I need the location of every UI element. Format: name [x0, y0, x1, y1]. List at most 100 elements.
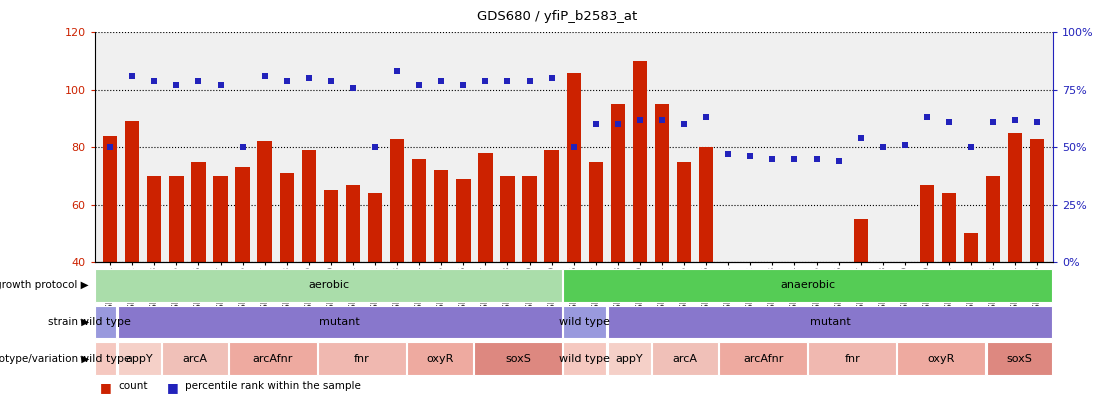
- Point: [565, 144, 583, 150]
- Bar: [324, 190, 338, 262]
- Bar: [941, 193, 956, 262]
- Bar: [412, 159, 427, 262]
- Text: ■: ■: [167, 381, 179, 394]
- Point: [101, 144, 119, 150]
- Bar: [633, 61, 647, 262]
- Bar: [96, 269, 561, 301]
- Bar: [235, 167, 250, 262]
- Bar: [698, 147, 713, 262]
- Point: [720, 151, 737, 158]
- Point: [189, 77, 207, 84]
- Point: [675, 121, 693, 128]
- Bar: [898, 343, 985, 375]
- Text: soxS: soxS: [505, 354, 531, 364]
- Point: [631, 116, 648, 123]
- Bar: [564, 306, 606, 338]
- Point: [873, 144, 891, 150]
- Bar: [214, 176, 227, 262]
- Bar: [163, 343, 227, 375]
- Text: fnr: fnr: [354, 354, 370, 364]
- Bar: [96, 306, 116, 338]
- Point: [984, 119, 1001, 125]
- Text: arcAfnr: arcAfnr: [743, 354, 783, 364]
- Point: [543, 75, 560, 81]
- Bar: [1030, 139, 1045, 262]
- Bar: [964, 233, 978, 262]
- Text: anaerobic: anaerobic: [780, 280, 836, 290]
- Bar: [368, 193, 382, 262]
- Bar: [257, 141, 272, 262]
- Bar: [1008, 133, 1023, 262]
- Point: [455, 82, 472, 88]
- Bar: [125, 122, 139, 262]
- Point: [962, 144, 980, 150]
- Point: [742, 153, 760, 160]
- Point: [785, 156, 803, 162]
- Bar: [653, 343, 717, 375]
- Bar: [987, 343, 1052, 375]
- Bar: [567, 72, 580, 262]
- Point: [697, 114, 715, 121]
- Point: [410, 82, 428, 88]
- Bar: [545, 150, 559, 262]
- Point: [830, 158, 848, 164]
- Point: [499, 77, 517, 84]
- Bar: [96, 343, 116, 375]
- Text: percentile rank within the sample: percentile rank within the sample: [185, 381, 361, 391]
- Text: wild type: wild type: [80, 354, 131, 364]
- Bar: [345, 185, 360, 262]
- Bar: [408, 343, 472, 375]
- Text: GDS680 / yfiP_b2583_at: GDS680 / yfiP_b2583_at: [477, 10, 637, 23]
- Text: genotype/variation ▶: genotype/variation ▶: [0, 354, 89, 364]
- Bar: [608, 343, 651, 375]
- Bar: [610, 104, 625, 262]
- Bar: [475, 343, 561, 375]
- Text: appY: appY: [126, 354, 153, 364]
- Bar: [500, 176, 515, 262]
- Bar: [809, 343, 896, 375]
- Bar: [478, 153, 492, 262]
- Bar: [456, 179, 470, 262]
- Bar: [986, 176, 1000, 262]
- Point: [432, 77, 450, 84]
- Text: soxS: soxS: [1006, 354, 1033, 364]
- Point: [167, 82, 185, 88]
- Text: mutant: mutant: [320, 317, 360, 327]
- Point: [896, 142, 913, 148]
- Point: [124, 73, 141, 79]
- Bar: [118, 306, 561, 338]
- Text: arcAfnr: arcAfnr: [253, 354, 293, 364]
- Text: oxyR: oxyR: [427, 354, 453, 364]
- Point: [367, 144, 384, 150]
- Bar: [522, 176, 537, 262]
- Text: wild type: wild type: [559, 354, 610, 364]
- Bar: [564, 343, 606, 375]
- Point: [1006, 116, 1024, 123]
- Text: count: count: [118, 381, 147, 391]
- Bar: [302, 150, 316, 262]
- Point: [1028, 119, 1046, 125]
- Bar: [229, 343, 316, 375]
- Text: strain ▶: strain ▶: [48, 317, 89, 327]
- Bar: [853, 219, 868, 262]
- Text: wild type: wild type: [559, 317, 610, 327]
- Point: [940, 119, 958, 125]
- Point: [808, 156, 825, 162]
- Bar: [920, 185, 934, 262]
- Point: [344, 84, 362, 91]
- Bar: [588, 162, 603, 262]
- Bar: [118, 343, 160, 375]
- Bar: [564, 269, 1052, 301]
- Bar: [192, 162, 206, 262]
- Point: [609, 121, 627, 128]
- Point: [277, 77, 295, 84]
- Point: [146, 77, 164, 84]
- Bar: [434, 170, 449, 262]
- Text: appY: appY: [616, 354, 643, 364]
- Bar: [720, 343, 807, 375]
- Text: arcA: arcA: [673, 354, 697, 364]
- Point: [763, 156, 781, 162]
- Text: mutant: mutant: [810, 317, 850, 327]
- Point: [852, 135, 870, 141]
- Point: [520, 77, 538, 84]
